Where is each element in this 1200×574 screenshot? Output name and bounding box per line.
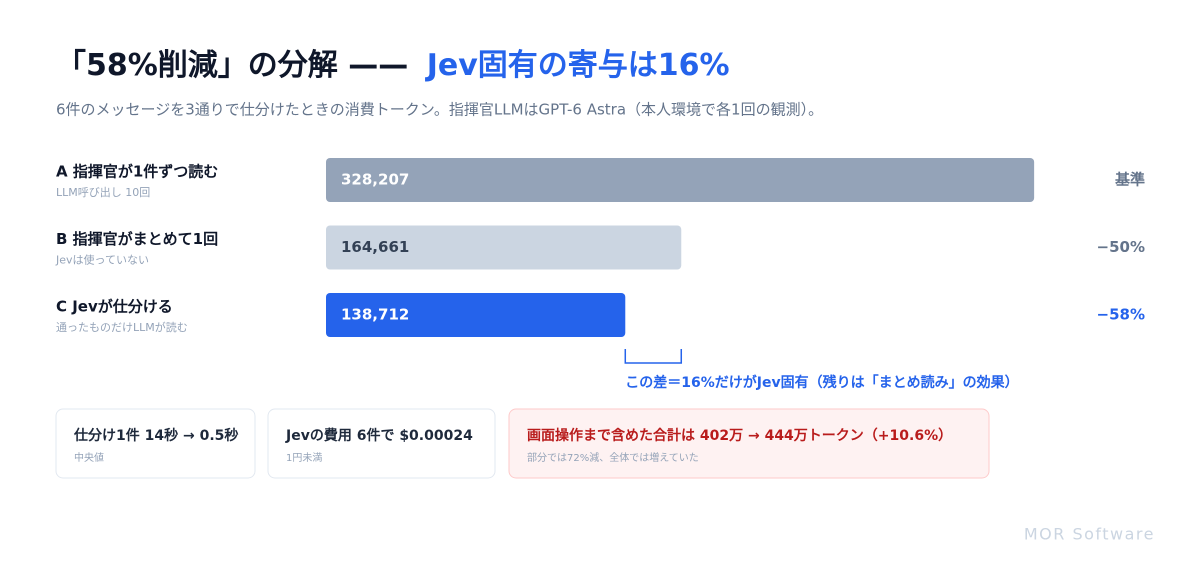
card (55, 408, 256, 479)
annotation: この差＝16%だけがJev固有（残りは「まとめ読み」の効果） (625, 374, 1018, 391)
value-label: 138,712 (341, 306, 409, 324)
title-highlight: Jev固有の寄与は16% (425, 48, 730, 83)
difference-bracket (624, 349, 683, 364)
value-label: 328,207 (341, 171, 409, 189)
title: 「58%削減」の分解 —— Jev固有の寄与は16% (56, 48, 730, 83)
card-warning (508, 408, 990, 479)
category-note: LLM呼び出し 10回 (56, 186, 150, 199)
category-label: A 指揮官が1件ずつ読む (56, 163, 218, 181)
card-text: Jevの費用 6件で $0.00024 (285, 427, 473, 444)
category-note: Jevは使っていない (55, 254, 149, 267)
category-note: 通ったものだけLLMが読む (56, 320, 188, 334)
category-label: B 指揮官がまとめて1回 (56, 230, 218, 248)
card-note: 1円未満 (286, 452, 322, 464)
value-label: 164,661 (341, 238, 409, 256)
card-text: 仕分け1件 14秒 → 0.5秒 (73, 427, 238, 444)
card (267, 408, 496, 479)
card-note: 部分では72%減、全体では増えていた (527, 451, 699, 464)
title-main: 「58%削減」の分解 —— (56, 48, 408, 83)
bar (326, 158, 1035, 202)
bar (326, 293, 626, 337)
category-label: C Jevが仕分ける (56, 298, 173, 316)
bar (326, 225, 682, 270)
card-note: 中央値 (74, 451, 104, 464)
change-label: −58% (1097, 306, 1145, 324)
change-label: 基準 (1114, 171, 1145, 189)
change-label: −50% (1097, 238, 1145, 256)
brand: MOR Software (1024, 525, 1155, 544)
card-text: 画面操作まで含めた合計は 402万 → 444万トークン（+10.6%） (527, 427, 952, 444)
subtitle: 6件のメッセージを3通りで仕分けたときの消費トークン。指揮官LLMはGPT-6 … (56, 101, 823, 119)
